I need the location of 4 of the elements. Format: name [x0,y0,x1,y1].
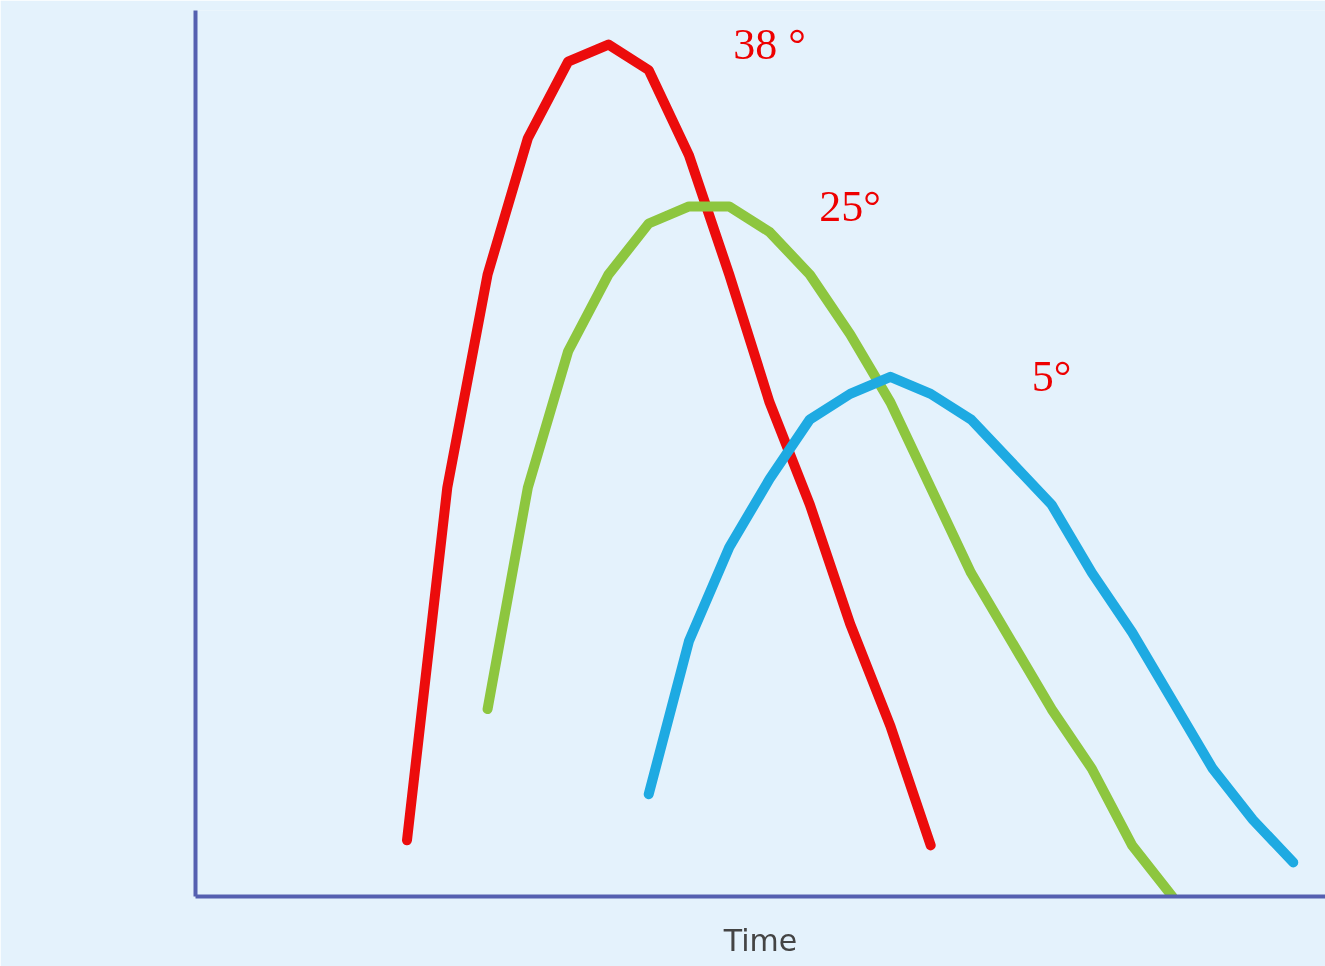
x-axis-title: Time [722,922,798,958]
series-label: 25° [819,181,881,231]
series-label: 5° [1031,352,1072,402]
series-label: 38 ° [733,20,806,70]
